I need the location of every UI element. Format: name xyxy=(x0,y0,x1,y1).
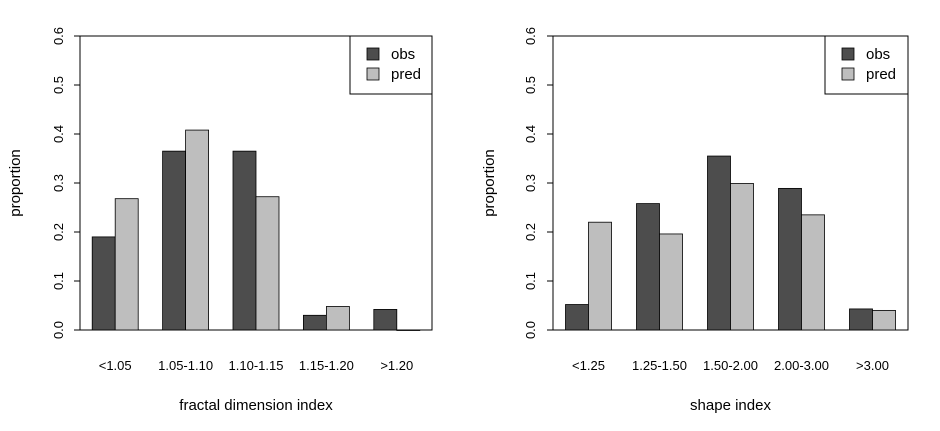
bar-obs-1 xyxy=(162,150,187,331)
legend-swatch-obs xyxy=(366,47,380,61)
legend-swatch-pred xyxy=(366,67,380,81)
y-axis-title: proportion xyxy=(7,149,24,217)
bar-pred-4 xyxy=(396,329,421,331)
x-tick-label: 1.15-1.20 xyxy=(299,358,354,373)
y-tick-label: 0.5 xyxy=(51,76,66,94)
legend-label-obs: obs xyxy=(391,46,415,63)
bar-obs-0 xyxy=(91,236,116,331)
bar-obs-4 xyxy=(849,308,873,331)
y-tick-label: 0.5 xyxy=(523,76,538,94)
x-tick-label: 1.05-1.10 xyxy=(158,358,213,373)
y-tick-label: 0.3 xyxy=(51,174,66,192)
bar-pred-3 xyxy=(801,214,825,331)
y-tick-label: 0.1 xyxy=(51,272,66,290)
bar-obs-4 xyxy=(373,309,398,331)
x-tick-label: 1.50-2.00 xyxy=(703,358,758,373)
chart-fractal-dimension: 0.0 0.1 0.2 0.3 0.4 0.5 0.6 <1.05 1.05-1.10 1.10-… xyxy=(7,27,433,414)
bar-obs-3 xyxy=(778,187,802,331)
y-tick-label: 0.0 xyxy=(51,321,66,339)
bar-pred-4 xyxy=(872,309,896,331)
bar-obs-2 xyxy=(707,155,731,331)
x-tick-label: <1.05 xyxy=(99,358,132,373)
y-tick-label: 0.2 xyxy=(523,223,538,241)
bar-pred-0 xyxy=(588,221,612,331)
legend-label-obs: obs xyxy=(866,46,890,63)
bar-obs-2 xyxy=(232,150,257,331)
legend-box xyxy=(824,35,909,95)
y-tick-label: 0.6 xyxy=(523,27,538,45)
bar-pred-3 xyxy=(325,306,350,331)
legend-swatch-pred xyxy=(841,67,855,81)
bar-pred-0 xyxy=(114,198,139,331)
legend-box xyxy=(349,35,433,95)
x-tick-label: >1.20 xyxy=(380,358,413,373)
bar-pred-2 xyxy=(255,196,280,331)
y-tick-label: 0.6 xyxy=(51,27,66,45)
bar-obs-3 xyxy=(302,314,327,331)
y-tick-label: 0.3 xyxy=(523,174,538,192)
y-axis-title: proportion xyxy=(481,149,498,217)
y-tick-label: 0.2 xyxy=(51,223,66,241)
bar-obs-1 xyxy=(636,203,660,331)
y-tick-label: 0.4 xyxy=(523,125,538,143)
x-tick-label: 1.25-1.50 xyxy=(632,358,687,373)
y-tick-label: 0.4 xyxy=(51,125,66,143)
x-axis-title: shape index xyxy=(690,397,771,414)
x-tick-label: 1.10-1.15 xyxy=(229,358,284,373)
x-tick-label: >3.00 xyxy=(856,358,889,373)
bar-pred-2 xyxy=(730,183,754,331)
y-tick-label: 0.1 xyxy=(523,272,538,290)
bar-pred-1 xyxy=(185,129,210,331)
bar-pred-1 xyxy=(659,233,683,331)
legend-label-pred: pred xyxy=(391,66,421,83)
bar-obs-0 xyxy=(565,304,589,331)
x-tick-label: <1.25 xyxy=(572,358,605,373)
x-tick-label: 2.00-3.00 xyxy=(774,358,829,373)
y-tick-label: 0.0 xyxy=(523,321,538,339)
chart-shape-index: 0.0 0.1 0.2 0.3 0.4 0.5 0.6 <1.25 1.25-1.50 1.50-… xyxy=(481,27,909,414)
legend-label-pred: pred xyxy=(866,66,896,83)
x-axis-title: fractal dimension index xyxy=(179,397,333,414)
legend-swatch-obs xyxy=(841,47,855,61)
